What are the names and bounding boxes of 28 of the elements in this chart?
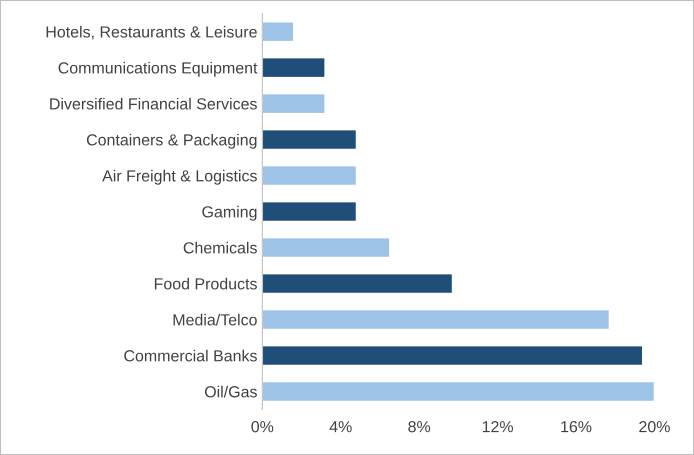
bar [262, 344, 644, 366]
bar [262, 93, 326, 114]
bar [262, 380, 654, 402]
y-tick-label: Communications Equipment [58, 62, 258, 77]
bar [262, 308, 610, 330]
y-tick-label: Hotels, Restaurants & Leisure [46, 26, 257, 40]
bar [262, 236, 390, 258]
y-tick-label: Gaming [202, 206, 256, 221]
x-tick-label: 0% [251, 421, 274, 432]
y-tick-label: Food Products [154, 278, 257, 290]
bar [262, 272, 454, 294]
y-tick-label: Air Freight & Logistics [102, 170, 257, 185]
y-tick-label: Containers & Packaging [86, 134, 256, 149]
x-tick-label: 4% [330, 421, 352, 432]
bar [262, 57, 326, 78]
bar [262, 129, 358, 150]
bar [262, 164, 358, 186]
x-tick-label: 16% [561, 421, 592, 432]
y-tick-label: Diversified Financial Services [50, 98, 257, 110]
x-tick-label: 12% [482, 421, 514, 432]
y-tick-label: Chemicals [184, 242, 257, 254]
bar [262, 200, 358, 222]
y-tick-label: Media/Telco [174, 314, 257, 326]
bar [262, 21, 294, 42]
y-tick-label: Oil/Gas [204, 386, 257, 398]
x-tick-label: 20% [639, 421, 670, 432]
x-tick-label: 8% [408, 421, 430, 432]
y-tick-label: Commercial Banks [124, 350, 257, 362]
